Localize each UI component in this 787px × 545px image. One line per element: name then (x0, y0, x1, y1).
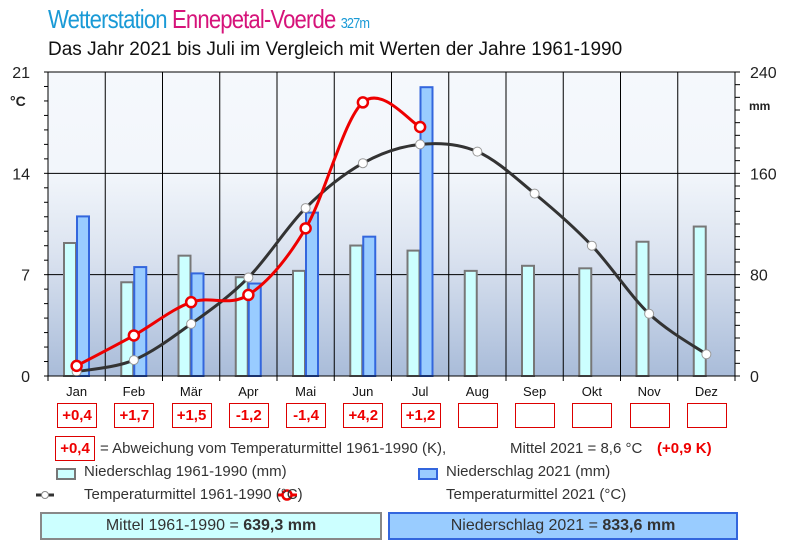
deviation-box-Apr: -1,2 (228, 403, 269, 428)
total-new-box: Niederschlag 2021 = 833,6 mm (388, 512, 738, 540)
deviation-box-Mär: +1,5 (171, 403, 212, 428)
right-axis-tick-label: 240 (750, 65, 777, 82)
month-label: Jan (66, 384, 87, 399)
deviation-legend-sample: +0,4 (55, 436, 95, 461)
month-label: Sep (523, 384, 546, 399)
annual-mean-deviation: (+0,9 K) (657, 440, 712, 457)
deviation-box-Jun: +4,2 (343, 403, 384, 428)
month-label: Mär (180, 384, 203, 399)
deviation-box-Aug (457, 403, 498, 428)
deviation-box-Okt (572, 403, 613, 428)
point-temp-1961-1990 (529, 188, 540, 199)
legend-old-precip: Niederschlag 1961-1990 (mm) (84, 463, 287, 480)
bar-precip-1961-1990 (463, 269, 478, 377)
bar-precip-1961-1990 (521, 264, 535, 377)
point-temp-1961-1990 (586, 240, 597, 251)
station-name: Ennepetal-Voerde (172, 4, 336, 34)
month-label: Jun (352, 384, 373, 399)
legend-new-precip: Niederschlag 2021 (mm) (446, 463, 611, 480)
month-label: Jul (412, 384, 429, 399)
point-temp-2021 (242, 288, 255, 302)
altitude: 327m (340, 15, 370, 32)
annual-mean-text: Mittel 2021 = 8,6 °C (510, 440, 643, 457)
legend-old-temp: Temperaturmittel 1961-1990 (°C) (84, 486, 303, 503)
bar-precip-2021 (76, 215, 90, 377)
subtitle: Das Jahr 2021 bis Juli im Vergleich mit … (48, 39, 623, 60)
bar-precip-1961-1990 (578, 267, 593, 378)
point-temp-2021 (70, 359, 83, 373)
deviation-box-Jan: +0,4 (57, 403, 97, 428)
left-axis-tick-label: 14 (12, 166, 30, 183)
point-temp-1961-1990 (415, 139, 426, 150)
deviation-box-Jul: +1,2 (400, 403, 441, 428)
month-label: Feb (123, 384, 145, 399)
total-new-value: 833,6 mm (602, 517, 676, 534)
month-label: Dez (695, 384, 718, 399)
bar-precip-2021 (362, 235, 377, 377)
right-axis-tick-label: 160 (750, 166, 777, 183)
plot-area: 0 7 14 21 0 80 160 240 Jan Feb Mär Apr Mai Jun Jul Aug S… (10, 65, 777, 399)
deviation-legend-text: = Abweichung vom Temperaturmittel 1961-1… (100, 440, 447, 457)
point-temp-1961-1990 (243, 272, 254, 283)
station-title: Wetterstation Ennepetal-Voerde 327m (48, 4, 370, 35)
total-new-label: Niederschlag 2021 = (450, 517, 603, 534)
month-label: Nov (638, 384, 662, 399)
point-temp-2021 (127, 329, 141, 342)
point-temp-1961-1990 (128, 355, 139, 366)
legend-marker-old-temp (36, 491, 54, 499)
left-axis-tick-label: 0 (21, 369, 30, 386)
point-temp-2021 (356, 96, 370, 109)
point-temp-2021 (413, 120, 427, 134)
deviation-box-Nov (629, 403, 670, 428)
total-old-box: Mittel 1961-1990 = 639,3 mm (40, 512, 382, 540)
month-label: Okt (582, 384, 603, 399)
point-temp-1961-1990 (186, 318, 197, 329)
legend-swatch-old-precip (56, 468, 76, 480)
bar-precip-1961-1990 (177, 254, 192, 378)
deviation-box-Feb: +1,7 (114, 403, 155, 428)
title-word: Wetterstation (48, 4, 168, 34)
legend-swatch-new-precip (418, 468, 438, 480)
point-temp-1961-1990 (701, 349, 712, 360)
point-temp-2021 (184, 295, 198, 309)
point-temp-1961-1990 (300, 203, 311, 214)
left-axis-tick-label: 7 (21, 268, 30, 285)
month-label: Apr (238, 384, 259, 399)
right-axis-tick-label: 80 (750, 268, 768, 285)
deviation-box-Dez (686, 403, 727, 428)
point-temp-1961-1990 (472, 146, 483, 157)
right-axis-tick-label: 0 (750, 369, 759, 386)
right-axis-unit: mm (749, 99, 770, 113)
point-temp-2021 (299, 222, 312, 235)
bar-precip-2021 (305, 211, 319, 377)
legend-new-temp: Temperaturmittel 2021 (°C) (446, 486, 627, 503)
point-temp-1961-1990 (357, 158, 368, 169)
bar-precip-1961-1990 (292, 269, 306, 377)
month-label: Aug (466, 384, 489, 399)
bar-precip-1961-1990 (406, 249, 421, 378)
left-axis-unit: °C (10, 93, 26, 109)
total-old-value: 639,3 mm (243, 517, 317, 534)
deviation-box-Mai: -1,4 (286, 403, 326, 428)
bar-precip-1961-1990 (63, 242, 77, 377)
deviation-box-Sep (515, 403, 555, 428)
point-temp-1961-1990 (644, 308, 655, 319)
left-axis-tick-label: 21 (12, 65, 30, 82)
bar-precip-1961-1990 (349, 244, 364, 377)
month-label: Mai (295, 384, 316, 399)
total-old-label: Mittel 1961-1990 = (105, 517, 244, 534)
